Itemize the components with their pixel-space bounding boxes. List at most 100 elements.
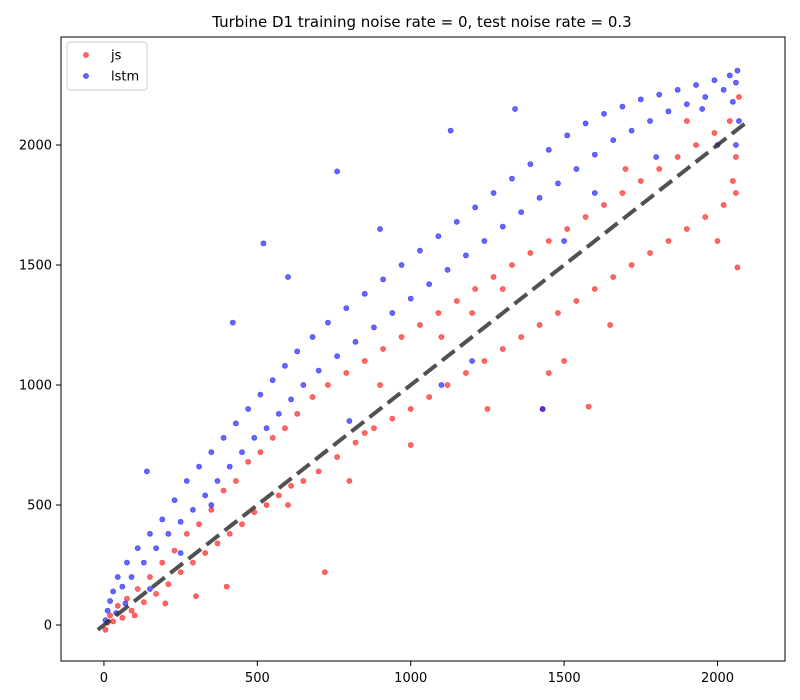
point-js [720, 202, 727, 208]
point-lstm [407, 295, 414, 302]
point-lstm [656, 91, 663, 98]
legend-marker-lstm [83, 73, 89, 79]
series-lstm [102, 67, 742, 624]
point-lstm [282, 362, 288, 369]
point-js [208, 506, 215, 513]
point-lstm [447, 127, 454, 134]
point-lstm [490, 190, 497, 196]
point-lstm [202, 492, 209, 499]
point-lstm [702, 94, 709, 100]
point-lstm [147, 530, 153, 537]
y-tick-label: 1500 [19, 259, 52, 274]
point-js [683, 226, 690, 232]
point-lstm [263, 425, 270, 432]
point-js [484, 406, 491, 412]
point-lstm [481, 238, 488, 244]
point-lstm [736, 118, 742, 124]
point-js [733, 154, 739, 160]
point-js [683, 118, 690, 124]
point-js [343, 370, 350, 376]
point-lstm [285, 274, 291, 280]
point-lstm [251, 434, 258, 441]
point-lstm [275, 410, 282, 417]
point-js [564, 226, 571, 232]
point-lstm [653, 154, 660, 160]
y-tick-label: 500 [27, 499, 52, 514]
point-lstm [288, 396, 294, 403]
point-lstm [539, 406, 546, 412]
point-lstm [536, 194, 543, 201]
point-js [729, 178, 736, 184]
point-lstm [469, 358, 475, 364]
point-js [656, 166, 663, 172]
point-js [499, 346, 506, 352]
x-tick-label: 2000 [701, 671, 734, 686]
point-lstm [343, 305, 350, 312]
point-js [334, 454, 340, 460]
point-lstm [545, 146, 552, 153]
point-js [275, 492, 282, 499]
point-js [607, 322, 614, 328]
point-js [490, 274, 497, 280]
point-js [193, 593, 199, 600]
point-lstm [389, 310, 396, 316]
point-js [128, 607, 135, 614]
point-lstm [190, 506, 196, 513]
point-lstm [591, 151, 598, 158]
point-js [426, 394, 433, 400]
point-lstm [734, 67, 741, 74]
point-js [171, 547, 178, 554]
point-js [585, 403, 592, 410]
x-tick-label: 500 [245, 671, 270, 686]
point-lstm [346, 418, 353, 424]
point-js [453, 298, 460, 304]
point-js [389, 415, 396, 422]
legend: js lstm [66, 41, 148, 91]
point-js [435, 310, 442, 316]
point-js [361, 358, 368, 364]
point-lstm [561, 238, 568, 244]
point-lstm [334, 353, 340, 360]
point-lstm [239, 449, 245, 456]
point-js [591, 286, 598, 292]
point-lstm [110, 588, 117, 595]
point-js [288, 482, 294, 489]
point-lstm [693, 82, 699, 88]
point-lstm [733, 142, 739, 148]
point-js [140, 599, 147, 606]
point-js [114, 602, 121, 609]
point-js [214, 540, 221, 547]
point-lstm [128, 574, 135, 580]
points-layer [102, 67, 742, 633]
point-lstm [628, 127, 635, 134]
point-lstm [637, 96, 644, 103]
point-js [124, 595, 130, 602]
point-js [300, 478, 307, 484]
point-js [509, 262, 515, 268]
point-lstm [573, 166, 580, 172]
point-lstm [438, 382, 445, 388]
point-lstm [315, 367, 322, 374]
point-js [257, 449, 264, 456]
point-js [315, 468, 322, 475]
point-lstm [361, 290, 368, 297]
point-js [282, 425, 288, 432]
x-tick-label: 1000 [394, 671, 427, 686]
point-lstm [107, 598, 113, 604]
point-lstm [417, 247, 423, 254]
point-lstm [435, 233, 442, 240]
point-js [407, 442, 414, 448]
plot-frame [60, 36, 786, 662]
point-js [371, 425, 377, 432]
point-js [377, 382, 383, 388]
chart-title: Turbine D1 training noise rate = 0, test… [211, 13, 631, 31]
point-js [407, 406, 414, 412]
point-lstm [232, 420, 239, 427]
point-lstm [729, 98, 736, 105]
point-lstm [114, 574, 121, 580]
point-lstm [177, 518, 184, 525]
point-js [693, 142, 699, 148]
point-js [321, 569, 328, 576]
point-js [734, 264, 741, 271]
